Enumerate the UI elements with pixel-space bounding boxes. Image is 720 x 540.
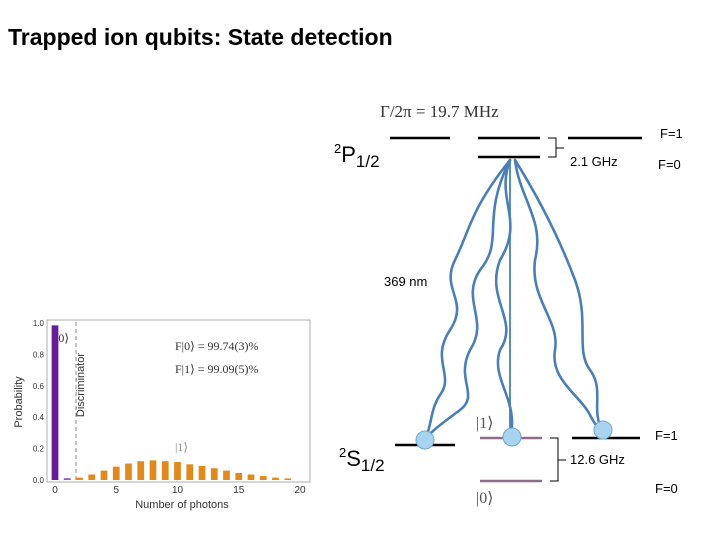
- histogram-bar-one-17: [259, 476, 267, 480]
- histogram-frame: [46, 319, 311, 483]
- s-f0-label: F=0: [655, 481, 678, 496]
- s-level-sub: 1/2: [361, 456, 385, 475]
- p-f0-label: F=0: [658, 157, 681, 172]
- histogram-bar-one-11: [186, 464, 194, 480]
- histogram-y-tick-0.4: 0.4: [33, 413, 45, 422]
- histogram-ticks: 0 5 10 15 20 1.0 0.8 0.6 0.4 0.2 0.0: [33, 319, 306, 496]
- histogram-ket-zero: |0⟩: [56, 331, 69, 345]
- histogram-bar-one-10: [174, 461, 181, 480]
- p-splitting-label: 2.1 GHz: [570, 154, 618, 169]
- histogram-x-tick-20: 20: [294, 485, 306, 496]
- histogram-x-tick-5: 5: [113, 485, 119, 496]
- histogram-ylabel: Probability: [13, 376, 25, 428]
- s-splitting-bracket: [550, 437, 566, 482]
- s-level-base: S: [346, 446, 361, 471]
- p-f1-label: F=1: [660, 126, 683, 141]
- histogram-bar-one-16: [247, 474, 255, 480]
- histogram-y-tick-1.0: 1.0: [33, 319, 45, 328]
- fidelity-zero: F|0⟩ = 99.74(3)%: [175, 339, 259, 353]
- histogram-y-tick-0.0: 0.0: [33, 476, 45, 485]
- histogram-bar-zero-1: [63, 478, 71, 480]
- s-splitting-label: 12.6 GHz: [570, 452, 625, 467]
- histogram-bar-one-3: [88, 474, 96, 480]
- histogram-x-tick-10: 10: [172, 485, 184, 496]
- photon-path-right-outer: [513, 158, 605, 434]
- s-level-sup: 2: [339, 445, 346, 460]
- ket-zero-label: |0⟩: [476, 490, 493, 507]
- histogram-bar-one-12: [198, 465, 206, 480]
- histogram-bar-one-8: [149, 460, 157, 480]
- histogram-bar-one-14: [223, 470, 230, 480]
- histogram-bar-one-15: [235, 472, 243, 480]
- histogram-xlabel: Number of photons: [135, 499, 229, 511]
- s-f1-label: F=1: [655, 428, 678, 443]
- histogram-y-tick-0.8: 0.8: [33, 350, 45, 359]
- p-level-sup: 2: [334, 141, 341, 156]
- histogram: Probability Discriminator Number of phot…: [13, 319, 311, 511]
- s-level-label: 2S1/2: [339, 445, 385, 475]
- histogram-bar-one-9: [161, 461, 169, 480]
- p-splitting-bracket: [548, 137, 564, 158]
- histogram-y-tick-0.2: 0.2: [33, 445, 45, 454]
- histogram-bar-one-7: [137, 461, 145, 480]
- histogram-discriminator-label: Discriminator: [75, 353, 87, 418]
- histogram-bar-one-5: [112, 466, 120, 480]
- ion-right: [593, 420, 613, 440]
- ion-left: [415, 430, 435, 450]
- histogram-bar-one-2: [76, 477, 83, 480]
- histogram-bar-one-13: [210, 468, 218, 480]
- photon-path-right-inner: [513, 158, 605, 434]
- histogram-bars: [51, 325, 292, 480]
- histogram-bar-one-4: [100, 470, 108, 480]
- photon-paths: [423, 158, 605, 442]
- photon-path-left-inner: [423, 158, 512, 442]
- wavelength-label: 369 nm: [384, 274, 427, 289]
- photon-path-center: [494, 158, 514, 440]
- histogram-bar-one-1: [63, 479, 71, 480]
- ion-center: [502, 427, 522, 447]
- histogram-x-tick-0: 0: [52, 485, 58, 496]
- histogram-bar-one-19: [284, 478, 292, 480]
- p-level-base: P: [341, 142, 356, 167]
- histogram-bar-one-6: [125, 463, 132, 480]
- histogram-bar-zero-0: [51, 325, 59, 480]
- histogram-bar-one-18: [272, 477, 279, 480]
- p-level-label: 2P1/2: [334, 141, 380, 171]
- photon-path-left-outer: [423, 158, 512, 442]
- linewidth-label: Γ/2π = 19.7 MHz: [380, 102, 499, 121]
- ket-one-label: |1⟩: [476, 415, 493, 432]
- p-level-sub: 1/2: [356, 152, 380, 171]
- histogram-x-tick-15: 15: [233, 485, 245, 496]
- histogram-y-tick-0.6: 0.6: [33, 382, 45, 391]
- fidelity-one: F|1⟩ = 99.09(5)%: [175, 362, 259, 376]
- histogram-ket-one: |1⟩: [175, 440, 188, 454]
- slide-title: Trapped ion qubits: State detection: [8, 24, 393, 50]
